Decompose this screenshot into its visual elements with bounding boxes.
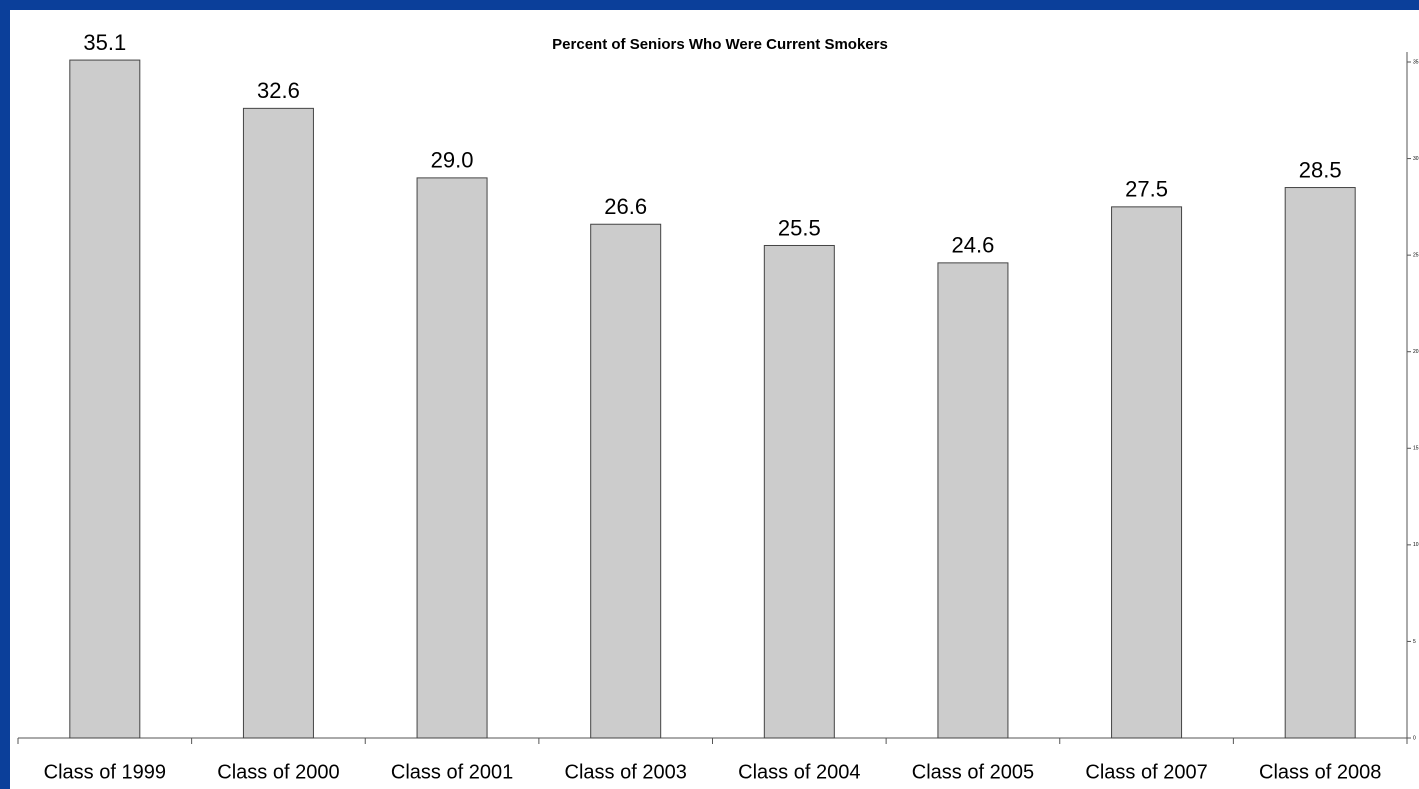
x-tick-label: Class of 2004	[738, 761, 860, 783]
y-tick-label: 30	[1413, 156, 1419, 162]
value-label: 28.5	[1299, 157, 1342, 182]
x-tick-label: Class of 2001	[391, 761, 513, 783]
value-label: 27.5	[1125, 177, 1168, 202]
bar	[590, 223, 662, 739]
value-label: 25.5	[778, 215, 821, 240]
bar	[69, 59, 141, 739]
value-label: 32.6	[257, 78, 300, 103]
value-label: 35.1	[83, 30, 126, 55]
value-label: 29.0	[431, 148, 474, 173]
y-tick-label: 15	[1413, 446, 1419, 452]
x-tick-label: Class of 2003	[565, 761, 687, 783]
y-tick-label: 25	[1413, 252, 1419, 258]
bar	[242, 107, 314, 739]
chart-area	[10, 10, 1419, 789]
bar	[1284, 187, 1356, 739]
x-tick-label: Class of 2005	[912, 761, 1034, 783]
value-label: 26.6	[604, 194, 647, 219]
value-label: 24.6	[952, 233, 995, 258]
y-tick-label: 35	[1413, 59, 1419, 65]
chart-title: Percent of Seniors Who Were Current Smok…	[552, 36, 888, 53]
y-tick-label: 20	[1413, 349, 1419, 355]
x-tick-label: Class of 2008	[1259, 761, 1381, 783]
bar	[416, 177, 488, 739]
y-tick-label: 0	[1413, 735, 1416, 741]
bar	[1111, 206, 1183, 739]
y-tick-label: 10	[1413, 542, 1419, 548]
y-tick-label: 5	[1413, 639, 1416, 645]
bar	[763, 244, 835, 739]
x-tick-label: Class of 2007	[1085, 761, 1207, 783]
x-tick-label: Class of 2000	[217, 761, 339, 783]
x-tick-label: Class of 1999	[44, 761, 166, 783]
bar	[937, 262, 1009, 739]
